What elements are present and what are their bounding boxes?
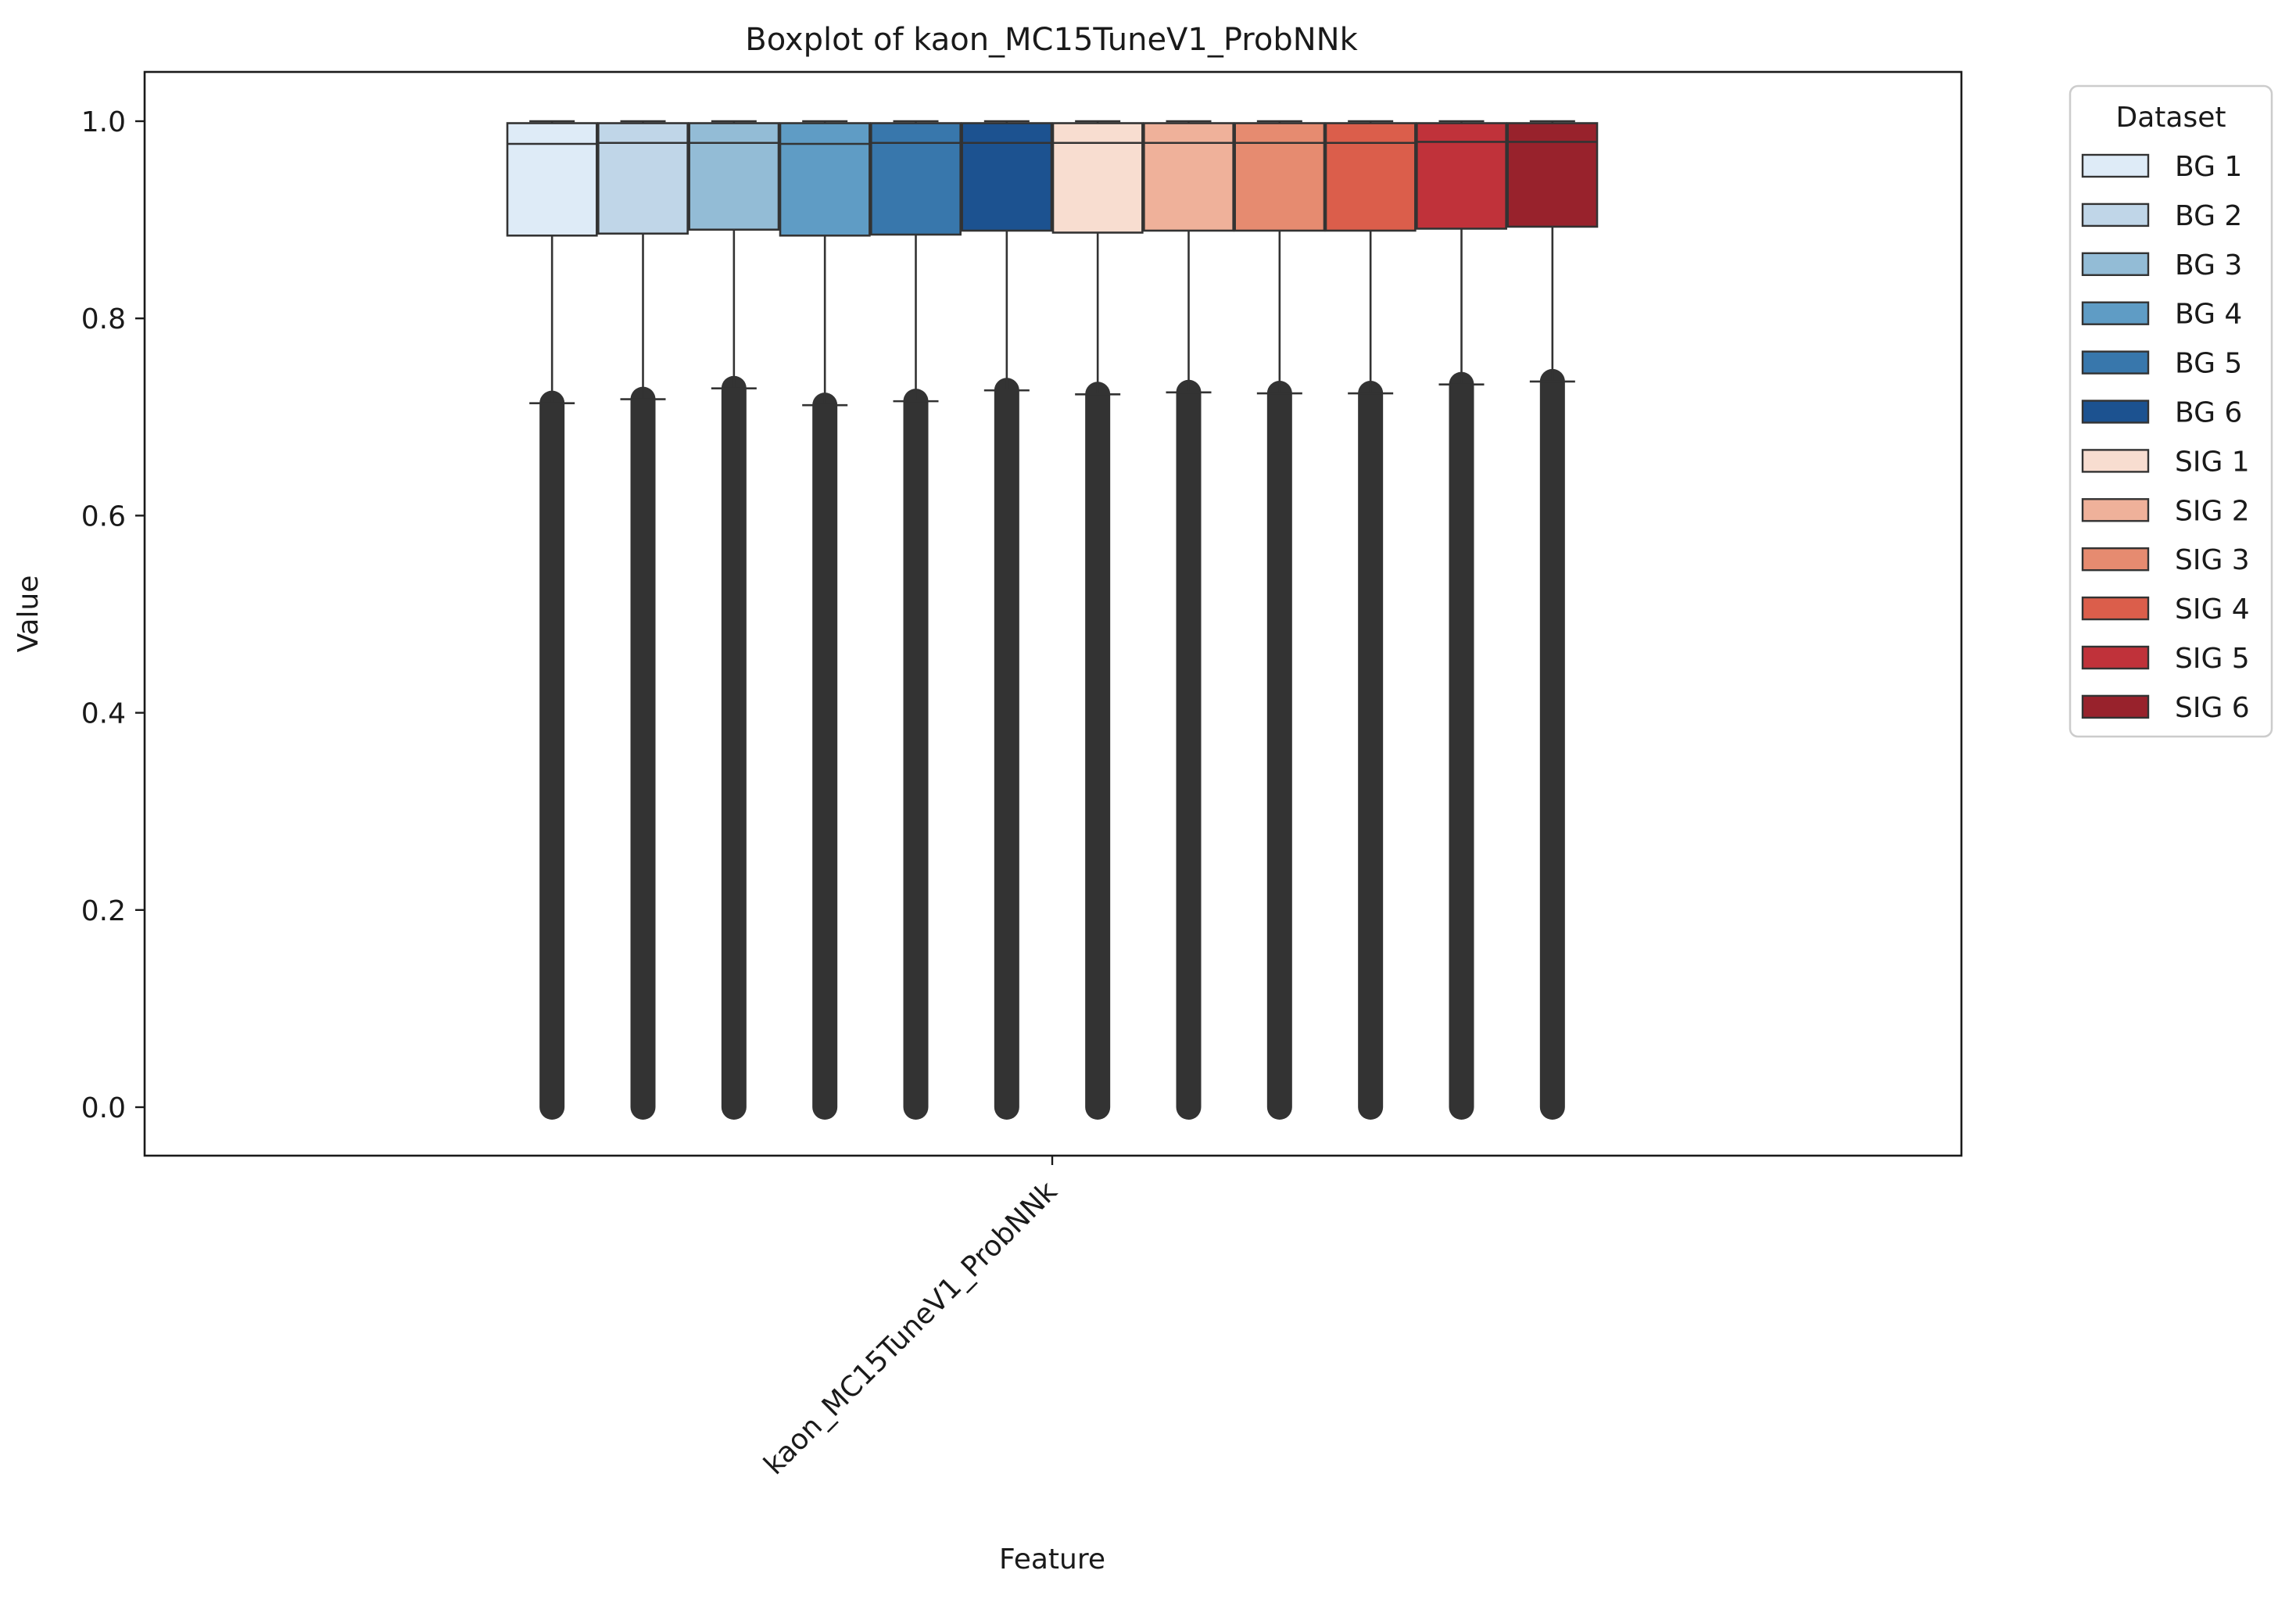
legend-label: BG 1: [2175, 151, 2242, 183]
legend-swatch: [2081, 596, 2150, 621]
box-bg-1: [506, 120, 598, 1120]
box-iqr: [597, 122, 689, 235]
box-bg-4: [779, 120, 871, 1120]
legend-frame: [2069, 84, 2273, 738]
box-series-group: [506, 120, 1599, 1120]
box-bg-6: [961, 120, 1053, 1120]
y-tick-label: 0.2: [81, 895, 126, 927]
y-tick-label: 0.6: [81, 500, 126, 532]
box-iqr: [1143, 122, 1234, 232]
legend-swatch: [2081, 203, 2150, 228]
y-axis-label: Value: [13, 575, 45, 653]
box-bg-2: [597, 120, 689, 1120]
legend-swatch: [2081, 153, 2150, 178]
legend-label: SIG 2: [2175, 495, 2250, 527]
box-iqr: [1051, 122, 1144, 234]
legend-title: Dataset: [2116, 102, 2226, 134]
y-axis: 0.0 0.2 0.4 0.6 0.8 1.0: [81, 106, 145, 1124]
box-sig-5: [1416, 120, 1507, 1120]
box-iqr: [1234, 122, 1326, 232]
x-tick-label: kaon_MC15TuneV1_ProbNNk: [758, 1175, 1064, 1481]
legend-swatch: [2081, 498, 2150, 522]
y-tick-label: 0.0: [81, 1092, 126, 1124]
box-sig-4: [1324, 120, 1417, 1120]
x-axis-label: Feature: [999, 1543, 1105, 1576]
legend-label: BG 6: [2175, 397, 2242, 429]
legend-label: BG 5: [2175, 348, 2242, 380]
box-iqr: [1416, 122, 1507, 230]
box-sig-2: [1143, 120, 1234, 1120]
box-sig-6: [1506, 120, 1599, 1120]
legend-swatch: [2081, 400, 2150, 424]
legend-label: SIG 1: [2175, 446, 2250, 478]
legend-items: BG 1 BG 2 BG 3 BG 4 BG 5 BG 6 SIG 1 SIG 2 SIG 3 S…: [2081, 151, 2250, 724]
box-iqr: [1324, 122, 1417, 232]
chart-title: Boxplot of kaon_MC15TuneV1_ProbNNk: [745, 22, 1358, 58]
box-iqr: [688, 122, 780, 231]
box-sig-3: [1234, 120, 1326, 1120]
legend-label: SIG 3: [2175, 544, 2250, 576]
box-sig-1: [1051, 120, 1144, 1120]
legend-swatch: [2081, 301, 2150, 325]
legend-label: SIG 4: [2175, 593, 2250, 626]
plot-area: [143, 70, 1963, 1157]
box-iqr: [961, 122, 1053, 232]
box-iqr: [870, 122, 962, 236]
legend-label: BG 3: [2175, 249, 2242, 281]
legend-label: BG 2: [2175, 200, 2242, 232]
legend-swatch: [2081, 252, 2150, 276]
legend: Dataset BG 1 BG 2 BG 3 BG 4 BG 5 BG 6 SIG 1 SIG…: [2069, 84, 2273, 738]
y-tick-label: 1.0: [81, 106, 126, 138]
legend-label: BG 4: [2175, 299, 2242, 331]
box-iqr: [779, 122, 871, 237]
box-iqr: [506, 122, 598, 237]
y-tick-label: 0.8: [81, 303, 126, 335]
x-axis: kaon_MC15TuneV1_ProbNNk: [758, 1156, 1064, 1481]
legend-swatch: [2081, 449, 2150, 473]
legend-swatch: [2081, 694, 2150, 719]
box-iqr: [1506, 122, 1599, 228]
box-bg-3: [688, 120, 780, 1120]
y-tick-label: 0.4: [81, 698, 126, 730]
legend-label: SIG 5: [2175, 643, 2250, 675]
legend-label: SIG 6: [2175, 692, 2250, 724]
legend-swatch: [2081, 547, 2150, 572]
legend-swatch: [2081, 350, 2150, 375]
legend-swatch: [2081, 645, 2150, 670]
box-bg-5: [870, 120, 962, 1120]
